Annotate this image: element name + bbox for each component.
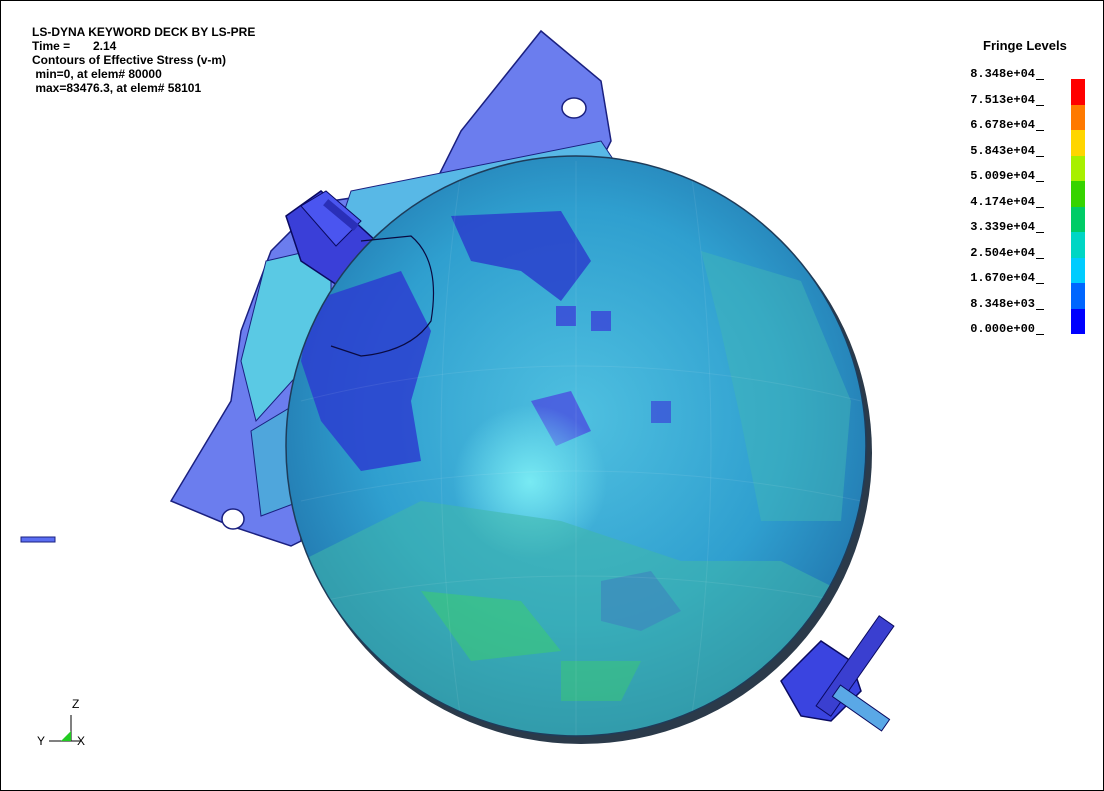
lower-fitting: [780, 615, 895, 732]
legend-color-swatch: [1071, 130, 1085, 156]
legend-level-row: 1.670e+04: [959, 271, 1069, 291]
triad-graphic: [49, 715, 81, 742]
deck-title: LS-DYNA KEYWORD DECK BY LS-PRE: [32, 25, 256, 39]
legend-color-swatch: [1071, 232, 1085, 258]
legend-level-row: 5.843e+04: [959, 144, 1069, 164]
time-value: 2.14: [93, 39, 117, 53]
legend-level-row: 7.513e+04: [959, 93, 1069, 113]
legend-tick: [1036, 206, 1044, 208]
legend-color-swatch: [1071, 104, 1085, 130]
legend-color-swatch: [1071, 308, 1085, 334]
pressure-sphere: [286, 156, 866, 736]
legend-color-swatch: [1071, 206, 1085, 232]
inner-cap-outline: [330, 235, 434, 357]
legend-level-label: 8.348e+04: [970, 67, 1035, 81]
triad-z-label: Z: [72, 697, 80, 711]
legend-tick: [1036, 232, 1044, 233]
legend-level-row: 3.339e+04: [959, 220, 1069, 240]
legend-tick: [1036, 334, 1044, 335]
legend-color-swatch: [1071, 79, 1085, 105]
time-label: Time =: [32, 39, 71, 53]
axis-triad: Z Y X: [35, 697, 95, 751]
legend-color-swatch: [1071, 155, 1085, 181]
min-value-text: min=0, at elem# 80000: [32, 67, 162, 81]
legend-level-label: 6.678e+04: [970, 118, 1035, 132]
max-value-text: max=83476.3, at elem# 58101: [32, 81, 202, 95]
legend-color-swatch: [1071, 283, 1085, 309]
legend-tick: [1036, 155, 1044, 157]
triad-x-label: X: [77, 734, 86, 748]
legend-level-row: 5.009e+04: [959, 169, 1069, 189]
legend-level-label: 5.843e+04: [970, 143, 1035, 158]
legend-tick: [1036, 283, 1044, 284]
legend-level-label: 0.000e+00: [970, 322, 1035, 336]
legend-level-row: 0.000e+00: [959, 322, 1069, 342]
legend-level-row: 4.174e+04: [959, 195, 1069, 215]
legend-level-row: 6.678e+04: [959, 118, 1069, 138]
triad-y-label: Y: [37, 734, 46, 748]
legend-level-label: 8.348e+03: [970, 296, 1035, 311]
legend-level-label: 3.339e+04: [970, 220, 1035, 234]
legend-tick: [1036, 104, 1044, 106]
legend-tick: [1036, 79, 1044, 80]
legend-tick: [1036, 130, 1044, 131]
legend-tick: [1036, 257, 1044, 259]
legend-level-label: 1.670e+04: [970, 271, 1035, 285]
legend-level-row: 8.348e+03: [959, 297, 1069, 317]
legend-level-label: 7.513e+04: [970, 92, 1035, 107]
legend-color-swatch: [1071, 257, 1085, 283]
legend-level-label: 4.174e+04: [970, 194, 1035, 209]
legend-level-row: 2.504e+04: [959, 246, 1069, 266]
legend-level-label: 2.504e+04: [970, 245, 1035, 260]
legend-level-label: 5.009e+04: [970, 169, 1035, 183]
legend-tick: [1036, 181, 1044, 182]
left-tab-part: [20, 536, 56, 543]
legend-tick: [1036, 308, 1044, 310]
legend-color-swatch: [1071, 181, 1085, 207]
contour-description: Contours of Effective Stress (v-m): [32, 53, 227, 67]
legend-title: Fringe Levels: [983, 38, 1067, 53]
legend-level-row: 8.348e+04: [959, 67, 1069, 87]
